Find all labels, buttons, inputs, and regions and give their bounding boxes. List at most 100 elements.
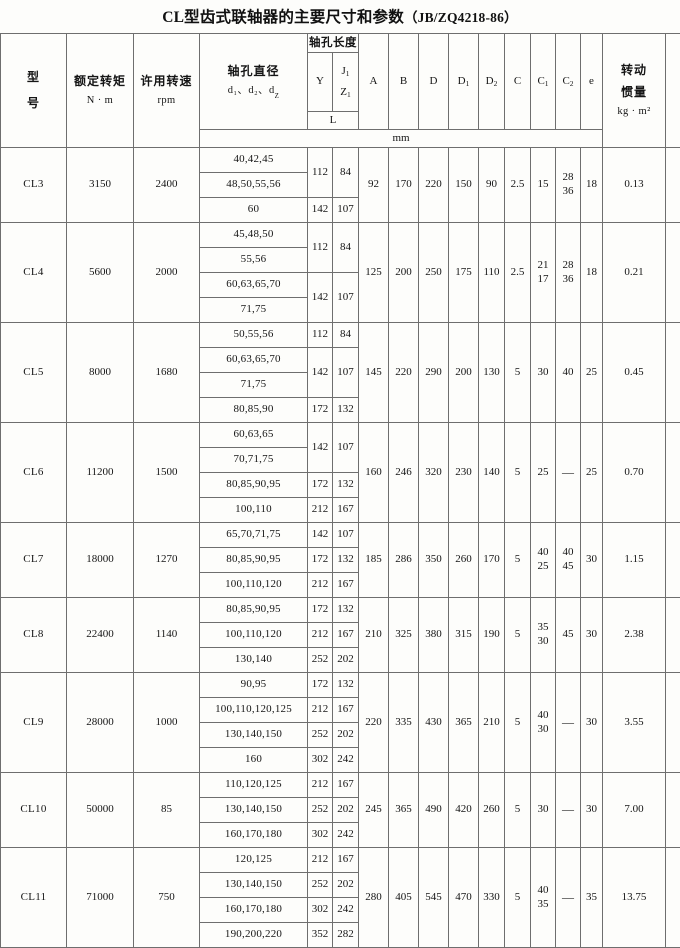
- cell-rated-torque: 71000: [67, 848, 134, 948]
- cell-model: CL6: [1, 423, 67, 523]
- c1-split-value: 40: [531, 546, 555, 560]
- cell-bore-length-j1z1: 167: [333, 498, 359, 523]
- cell-A: 210: [359, 598, 389, 673]
- cell-bore-length-j1z1: 242: [333, 748, 359, 773]
- cell-bore-length-y: 212: [308, 623, 333, 648]
- cell-mass: 109.5: [666, 523, 680, 598]
- cell-C1: 30: [531, 323, 556, 423]
- cell-bore-diameter: 70,71,75: [200, 448, 308, 473]
- cell-D: 250: [419, 223, 449, 323]
- cell-mass: 133.8: [666, 598, 680, 673]
- cell-bore-length-y: 172: [308, 673, 333, 698]
- cell-D2: 210: [479, 673, 505, 773]
- cell-model: CL9: [1, 673, 67, 773]
- cell-A: 280: [359, 848, 389, 948]
- cell-A: 92: [359, 148, 389, 223]
- cell-D: 350: [419, 523, 449, 598]
- cell-bore-length-y: 142: [308, 348, 333, 398]
- cell-C: 2.5: [505, 148, 531, 223]
- cell-mass: 34.9: [666, 223, 680, 323]
- cell-bore-diameter: 71,75: [200, 298, 308, 323]
- cell-bore-diameter: 40,42,45: [200, 148, 308, 173]
- cell-bore-diameter: 130,140,150: [200, 798, 308, 823]
- cell-C1: 25: [531, 423, 556, 523]
- c1-split-value: 21: [531, 259, 555, 273]
- cell-bore-diameter: 130,140: [200, 648, 308, 673]
- c1-split-value: 30: [531, 723, 555, 737]
- cell-C1: 15: [531, 148, 556, 223]
- c1-split-value: 35: [531, 898, 555, 912]
- cell-bore-diameter: 48,50,55,56: [200, 173, 308, 198]
- cell-bore-diameter: 100,110,120,125: [200, 698, 308, 723]
- cell-e: 30: [581, 523, 603, 598]
- cell-e: 18: [581, 223, 603, 323]
- cell-bore-length-y: 112: [308, 148, 333, 198]
- cell-B: 335: [389, 673, 419, 773]
- c2-split-value: 28: [556, 171, 580, 185]
- cell-A: 145: [359, 323, 389, 423]
- cell-e: 30: [581, 673, 603, 773]
- cell-model: CL11: [1, 848, 67, 948]
- header-col-C: C: [505, 34, 531, 130]
- cell-model: CL4: [1, 223, 67, 323]
- cell-bore-diameter: 80,85,90,95: [200, 548, 308, 573]
- cell-bore-length-y: 212: [308, 848, 333, 873]
- cell-inertia: 0.21: [603, 223, 666, 323]
- cell-D2: 260: [479, 773, 505, 848]
- cell-D2: 130: [479, 323, 505, 423]
- cell-bore-length-y: 172: [308, 598, 333, 623]
- c2-split-value: 36: [556, 185, 580, 199]
- cell-bore-length-j1z1: 202: [333, 798, 359, 823]
- cell-e: 25: [581, 323, 603, 423]
- cell-bore-length-j1z1: 107: [333, 348, 359, 398]
- cell-bore-length-y: 172: [308, 398, 333, 423]
- cell-bore-length-j1z1: 132: [333, 398, 359, 423]
- cell-D: 545: [419, 848, 449, 948]
- cell-inertia: 0.45: [603, 323, 666, 423]
- cell-bore-length-y: 142: [308, 273, 333, 323]
- header-unit-mm: mm: [200, 130, 603, 148]
- cell-C2: —: [556, 673, 581, 773]
- cell-mass: 79.9: [666, 423, 680, 523]
- cell-rated-torque: 18000: [67, 523, 134, 598]
- cell-B: 325: [389, 598, 419, 673]
- header-model: 型号: [1, 34, 67, 148]
- cell-D: 490: [419, 773, 449, 848]
- cell-model: CL10: [1, 773, 67, 848]
- cell-bore-length-j1z1: 202: [333, 723, 359, 748]
- c1-split-value: 25: [531, 560, 555, 574]
- c2-split-value: 40: [556, 546, 580, 560]
- cell-C: 5: [505, 773, 531, 848]
- cell-bore-diameter: 110,120,125: [200, 773, 308, 798]
- cell-C1: 30: [531, 773, 556, 848]
- cell-bore-length-y: 172: [308, 473, 333, 498]
- c2-split-value: 36: [556, 273, 580, 287]
- cell-B: 246: [389, 423, 419, 523]
- cell-C2: —: [556, 848, 581, 948]
- cell-bore-diameter: 190,200,220: [200, 923, 308, 948]
- header-col-C2: C2: [556, 34, 581, 130]
- cell-bore-diameter: 160,170,180: [200, 898, 308, 923]
- cell-bore-length-j1z1: 107: [333, 273, 359, 323]
- cell-bore-length-j1z1: 132: [333, 548, 359, 573]
- cell-B: 405: [389, 848, 419, 948]
- cell-rated-torque: 5600: [67, 223, 134, 323]
- cell-allowable-speed: 1500: [134, 423, 200, 523]
- cell-C2: —: [556, 773, 581, 848]
- cell-bore-diameter: 65,70,71,75: [200, 523, 308, 548]
- cell-bore-length-j1z1: 132: [333, 473, 359, 498]
- cell-C: 5: [505, 848, 531, 948]
- cell-bore-diameter: 50,55,56: [200, 323, 308, 348]
- cell-bore-length-j1z1: 282: [333, 923, 359, 948]
